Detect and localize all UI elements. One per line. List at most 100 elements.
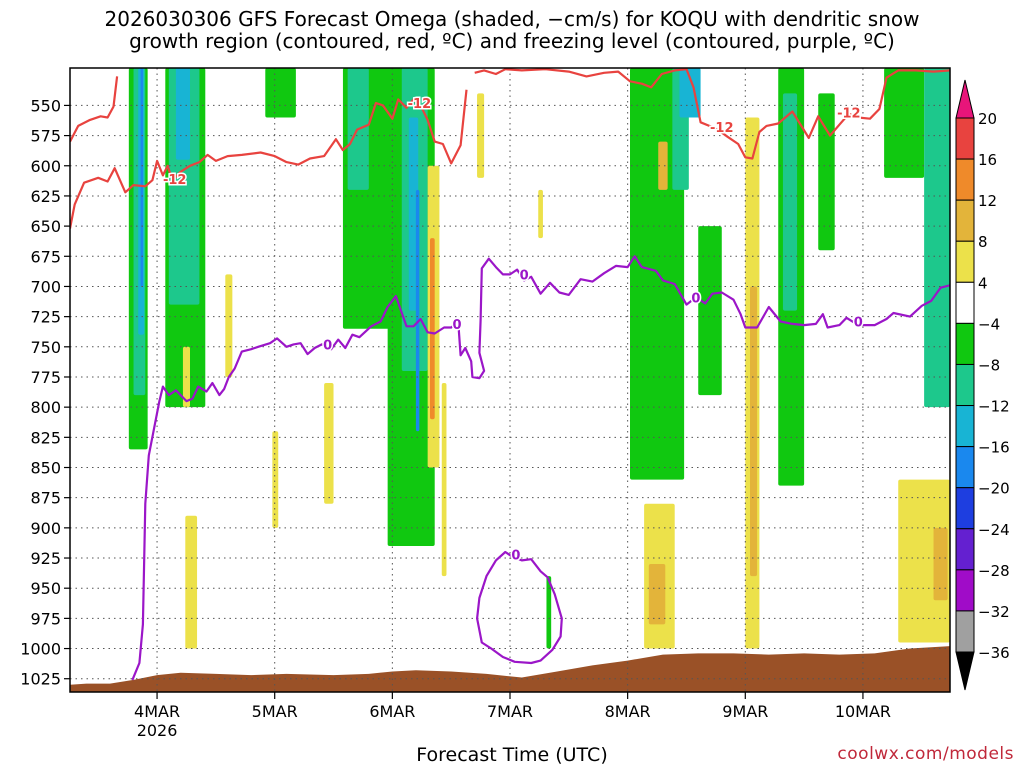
colorbar-label: −36 bbox=[978, 644, 1010, 662]
colorbar-bin-min bbox=[955, 651, 975, 691]
y-tick-label: 875 bbox=[30, 489, 61, 508]
y-tick-label: 600 bbox=[30, 157, 61, 176]
colorbar-label: −28 bbox=[978, 562, 1010, 580]
y-tick-label: 925 bbox=[30, 549, 61, 568]
colorbar-bin bbox=[955, 117, 975, 160]
omega-shade-22 bbox=[477, 93, 485, 178]
colorbar-label: 16 bbox=[978, 151, 997, 169]
y-tick-label: 725 bbox=[30, 308, 61, 327]
omega-shade-8 bbox=[185, 515, 198, 649]
y-tick-label: 775 bbox=[30, 368, 61, 387]
colorbar-label: 8 bbox=[978, 233, 988, 251]
dgz-contour-line-b bbox=[70, 76, 119, 143]
omega-shade-23 bbox=[538, 189, 543, 239]
y-axis: 550 575 600 625 650 675 700 725 750 775 800 825 850 8… bbox=[20, 96, 70, 689]
omega-shade-11 bbox=[272, 431, 279, 528]
freezing-contour-label: 0 bbox=[691, 291, 700, 306]
omega-shade-38 bbox=[924, 68, 950, 408]
omega-shade-3 bbox=[140, 68, 143, 287]
y-tick-label: 550 bbox=[30, 96, 61, 115]
y-tick-label: 825 bbox=[30, 428, 61, 447]
omega-shade-27 bbox=[679, 68, 701, 118]
colorbar-label: −4 bbox=[978, 315, 1000, 333]
freezing-level-line bbox=[131, 255, 950, 681]
colorbar-legend: 20 16 12 8 4 −4 −8 −12 −16 −20 −24 −28 −32 −36 bbox=[955, 79, 1010, 691]
colorbar-bin bbox=[955, 322, 975, 365]
dgz-contour-label: -12 bbox=[837, 107, 861, 122]
colorbar-label: −24 bbox=[978, 521, 1010, 539]
omega-shade-35 bbox=[782, 93, 798, 311]
omega-shade-37 bbox=[884, 68, 925, 178]
x-tick-label: 5MAR bbox=[252, 702, 298, 721]
colorbar-bin-max bbox=[955, 79, 975, 119]
omega-shade-28 bbox=[658, 141, 668, 190]
colorbar-bin bbox=[955, 569, 975, 612]
colorbar-label: −16 bbox=[978, 439, 1010, 457]
y-tick-label: 850 bbox=[30, 459, 61, 478]
dgz-contour-label: -12 bbox=[408, 97, 432, 112]
x-tick-label: 10MAR bbox=[835, 702, 891, 721]
freezing-contour-label: 0 bbox=[520, 268, 529, 283]
y-tick-label: 750 bbox=[30, 338, 61, 357]
y-tick-label: 1025 bbox=[20, 670, 61, 689]
colorbar-bin bbox=[955, 528, 975, 571]
dgz-contour-line-c bbox=[474, 68, 950, 160]
colorbar-label: −32 bbox=[978, 603, 1010, 621]
colorbar-label: −20 bbox=[978, 480, 1010, 498]
omega-shade-12 bbox=[324, 383, 334, 504]
y-tick-label: 650 bbox=[30, 217, 61, 236]
freezing-contour-label: 0 bbox=[453, 318, 462, 333]
y-tick-label: 975 bbox=[30, 609, 61, 628]
colorbar-bin bbox=[955, 199, 975, 242]
colorbar-label: −12 bbox=[978, 398, 1010, 416]
omega-shade-31 bbox=[698, 226, 722, 396]
omega-shade-39 bbox=[898, 479, 950, 643]
omega-shade-20 bbox=[430, 238, 435, 420]
colorbar-bin bbox=[955, 281, 975, 324]
y-tick-label: 1000 bbox=[20, 640, 61, 659]
colorbar-label: −8 bbox=[978, 356, 1000, 374]
omega-shade-10 bbox=[265, 68, 296, 118]
x-tick-label: 6MAR bbox=[369, 702, 415, 721]
dgz-contour-label: -12 bbox=[710, 121, 734, 136]
y-tick-label: 575 bbox=[30, 127, 61, 146]
colorbar-label: 12 bbox=[978, 192, 997, 210]
x-tick-label: 8MAR bbox=[605, 702, 651, 721]
y-tick-label: 950 bbox=[30, 579, 61, 598]
plot-inner: -12 -12 -12 -12 0 0 0 0 0 0 bbox=[70, 68, 950, 692]
freezing-contour-label: 0 bbox=[854, 315, 863, 330]
colorbar-bin bbox=[955, 405, 975, 448]
credit-link[interactable]: coolwx.com/models bbox=[837, 744, 1014, 764]
freezing-contour-label: 0 bbox=[323, 338, 332, 353]
x-axis-title: Forecast Time (UTC) bbox=[416, 744, 608, 766]
plot-area: -12 -12 -12 -12 0 0 0 0 0 0 bbox=[69, 67, 951, 693]
omega-shade-21 bbox=[441, 383, 447, 577]
colorbar-bin bbox=[955, 363, 975, 407]
x-tick-label: 7MAR bbox=[487, 702, 533, 721]
colorbar-label: 20 bbox=[978, 110, 997, 128]
ground-terrain bbox=[70, 646, 950, 692]
omega-shade-9 bbox=[225, 274, 233, 377]
omega-shade-30 bbox=[648, 564, 666, 625]
y-tick-label: 700 bbox=[30, 277, 61, 296]
y-tick-label: 900 bbox=[30, 519, 61, 538]
colorbar-bin bbox=[955, 487, 975, 530]
y-tick-label: 625 bbox=[30, 187, 61, 206]
omega-shade-40 bbox=[933, 527, 948, 601]
x-tick-label: 9MAR bbox=[722, 702, 768, 721]
x-tick-sublabel: 2026 bbox=[137, 721, 178, 740]
colorbar-bin bbox=[955, 240, 975, 283]
chart-title: 2026030306 GFS Forecast Omega (shaded, −… bbox=[104, 7, 920, 53]
omega-shade-6 bbox=[175, 68, 190, 160]
dgz-contour-line-a bbox=[70, 89, 468, 229]
omega-shade-33 bbox=[750, 286, 758, 577]
gridlines bbox=[70, 68, 950, 692]
colorbar-label: 4 bbox=[978, 274, 988, 292]
omega-shade-18 bbox=[415, 189, 420, 432]
omega-shade-24 bbox=[546, 576, 552, 649]
colorbar-bin bbox=[955, 446, 975, 489]
y-tick-label: 675 bbox=[30, 247, 61, 266]
omega-shade-36 bbox=[818, 93, 835, 251]
